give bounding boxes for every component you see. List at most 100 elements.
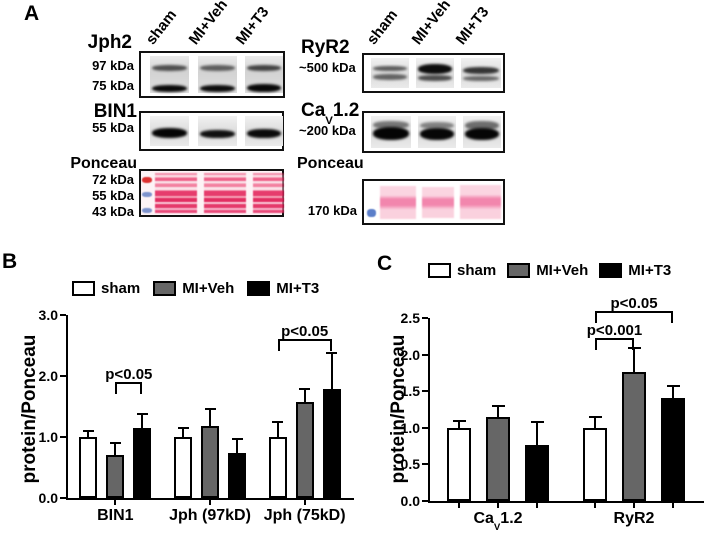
ponceau-marker-55: 55 kDa <box>92 188 134 203</box>
bar-MI+T3 <box>322 389 341 498</box>
x-tick <box>114 500 117 505</box>
category-label: Jph (75kD) <box>263 507 346 524</box>
jph2-blot <box>139 51 285 98</box>
legend-label-sham: sham <box>457 262 497 279</box>
error-cap-sham <box>82 429 94 432</box>
y-tick <box>422 426 428 429</box>
panel-b-legend: sham MI+Veh MI+T3 <box>72 280 319 297</box>
legend-swatch-MI+Veh <box>507 263 531 278</box>
bar-sham <box>447 427 471 501</box>
y-tick-label: 0.5 <box>400 456 420 473</box>
legend-label-sham: sham <box>101 280 141 297</box>
error-cap-MI+Veh <box>109 442 121 445</box>
lane-label-miveh-left: MI+Veh <box>185 0 232 48</box>
legend-swatch-MI+Veh <box>153 281 177 296</box>
error-bar-MI+T3 <box>236 437 238 453</box>
panel-c-legend: sham MI+Veh MI+T3 <box>428 262 671 279</box>
bar-MI+T3 <box>661 397 685 501</box>
jph2-marker-97: 97 kDa <box>92 58 134 73</box>
x-axis <box>428 501 704 503</box>
bar-MI+T3 <box>228 452 246 498</box>
ponceau-right-lane-miveh <box>422 187 454 218</box>
x-axis <box>66 498 354 500</box>
error-bar-MI+Veh <box>303 387 306 402</box>
ponceau-left-label: Ponceau <box>70 155 137 172</box>
marker-dot-red-72 <box>142 177 152 183</box>
ponceau-left-lane-sham <box>155 173 197 213</box>
legend-swatch-sham <box>72 281 95 296</box>
y-tick-label: 0.0 <box>38 490 58 506</box>
lane-label-sham-right: sham <box>363 6 402 48</box>
y-tick-label: 2.0 <box>38 368 58 384</box>
lane-label-miveh-right: MI+Veh <box>408 0 455 48</box>
x-tick <box>536 503 538 508</box>
ponceau-marker-72: 72 kDa <box>92 172 134 187</box>
bin1-blot <box>139 111 284 151</box>
panel-a-label: A <box>24 2 40 25</box>
y-tick <box>60 314 66 316</box>
x-tick <box>458 503 460 508</box>
error-cap-MI+T3 <box>666 385 680 388</box>
ponceau-marker-170: 170 kDa <box>307 203 357 218</box>
panel-b-label: B <box>2 250 18 273</box>
y-tick-label: 2.5 <box>400 310 420 326</box>
legend-label-MI+T3: MI+T3 <box>628 262 672 279</box>
panel-c-label: C <box>377 252 393 275</box>
category-label: Jph (97kD) <box>169 507 251 524</box>
error-cap-sham <box>588 416 602 419</box>
y-tick-label: 2.0 <box>400 346 420 363</box>
cav12-marker-200: ~200 kDa <box>299 123 356 138</box>
y-tick <box>60 497 66 499</box>
y-tick-label: 1.5 <box>400 383 420 400</box>
ponceau-left-lane-mit3 <box>253 173 284 213</box>
bar-MI+T3 <box>525 445 549 501</box>
x-tick <box>209 500 211 505</box>
panel-b-ylabel: protein/Ponceau <box>19 334 40 484</box>
x-tick <box>497 503 499 508</box>
x-tick <box>594 503 596 508</box>
error-cap-MI+T3 <box>530 421 544 424</box>
cav12-blot <box>362 111 505 153</box>
ponceau-left-lane-miveh <box>204 173 246 213</box>
ponceau-left-blot <box>139 169 284 217</box>
ryr2-marker-500: ~500 kDa <box>299 60 356 75</box>
bar-MI+Veh <box>486 416 510 501</box>
significance-bracket: p<0.001 <box>587 322 642 350</box>
marker-dot-blue-55 <box>142 192 152 197</box>
bin1-label: BIN1 <box>93 101 137 122</box>
y-axis <box>66 315 68 500</box>
y-tick <box>422 500 428 502</box>
ryr2-blot <box>362 53 505 93</box>
cav12-label: CaV1.2 <box>301 100 360 127</box>
ponceau-right-lane-sham <box>380 186 416 219</box>
y-tick <box>422 390 428 393</box>
bin1-lane-sham <box>150 116 189 146</box>
cav12-lane-miveh <box>418 116 456 148</box>
panel-c-chart: 0.0 0.5 1.0 1.5 2.0 2.5 CaV1.2 RyR2 p<0.001 p<0.0… <box>401 295 704 533</box>
error-bar-MI+T3 <box>536 421 538 446</box>
error-bar-MI+T3 <box>672 385 674 398</box>
cav12-lane-sham <box>371 116 411 148</box>
legend-item-sham: sham <box>428 262 496 279</box>
error-bar-MI+T3 <box>141 413 144 429</box>
bar-sham <box>268 437 287 498</box>
error-bar-sham <box>276 420 279 437</box>
legend-label-MI+Veh: MI+Veh <box>182 280 235 297</box>
panel-b-chart: 0.0 1.0 2.0 3.0 BIN1 Jph (97kD) Jph (75kD) p<0.… <box>39 307 354 524</box>
ryr2-label: RyR2 <box>301 37 350 58</box>
y-tick <box>422 317 428 319</box>
ryr2-lane-miveh <box>416 58 454 88</box>
panel-c-ylabel: protein/Ponceau <box>388 334 409 484</box>
y-tick-label: 3.0 <box>38 307 58 323</box>
error-bar-sham <box>182 426 184 437</box>
jph2-label: Jph2 <box>87 32 132 53</box>
y-tick <box>422 353 428 356</box>
marker-dot-blue-43 <box>142 208 152 213</box>
bin1-lane-mit3 <box>245 116 283 146</box>
error-cap-sham <box>177 426 189 429</box>
error-bar-MI+Veh <box>114 442 117 456</box>
bar-MI+Veh <box>622 372 646 501</box>
error-cap-MI+Veh <box>627 347 641 350</box>
error-bar-sham <box>594 416 596 428</box>
error-cap-MI+T3 <box>326 351 338 354</box>
